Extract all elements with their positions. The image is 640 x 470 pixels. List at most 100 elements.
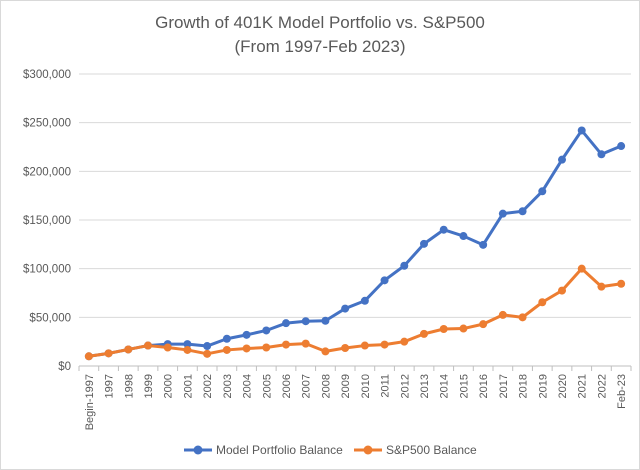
data-point-sp500 bbox=[282, 340, 290, 349]
x-tick-label: 2013 bbox=[419, 374, 431, 398]
data-point-model-portfolio bbox=[183, 340, 192, 349]
y-tick-label: $150,000 bbox=[23, 215, 71, 227]
data-point-model-portfolio bbox=[577, 126, 586, 135]
data-point-model-portfolio bbox=[597, 150, 606, 159]
data-point-model-portfolio bbox=[498, 209, 507, 218]
x-tick-label: 2008 bbox=[320, 374, 332, 398]
data-point-sp500 bbox=[183, 345, 192, 354]
data-point-model-portfolio bbox=[360, 296, 369, 305]
data-point-model-portfolio bbox=[518, 207, 527, 216]
data-point-sp500 bbox=[163, 343, 172, 352]
data-point-model-portfolio bbox=[262, 326, 271, 335]
x-tick-label: 2011 bbox=[380, 374, 392, 398]
x-tick-label: 2006 bbox=[281, 374, 293, 398]
data-point-sp500 bbox=[360, 341, 369, 350]
legend-label-model-portfolio: Model Portfolio Balance bbox=[216, 443, 343, 457]
x-tick-label: 2000 bbox=[163, 374, 175, 398]
legend-marker-model-portfolio bbox=[193, 445, 203, 455]
legend: Model Portfolio Balance S&P500 Balance bbox=[184, 443, 477, 457]
x-tick-label: 2021 bbox=[577, 374, 589, 398]
data-point-sp500 bbox=[459, 324, 468, 333]
data-point-sp500 bbox=[400, 337, 409, 346]
data-point-sp500 bbox=[617, 279, 626, 288]
x-tick-label: 1998 bbox=[123, 374, 135, 398]
data-point-model-portfolio bbox=[538, 187, 547, 196]
data-point-model-portfolio bbox=[203, 342, 212, 351]
data-point-sp500 bbox=[242, 344, 251, 353]
x-tick-label: 2018 bbox=[518, 374, 530, 398]
y-tick-label: $50,000 bbox=[29, 312, 71, 324]
data-point-sp500 bbox=[203, 349, 212, 358]
data-point-model-portfolio bbox=[242, 330, 251, 339]
data-point-sp500 bbox=[498, 310, 507, 319]
data-point-sp500 bbox=[124, 345, 133, 354]
x-tick-label: 2016 bbox=[478, 374, 490, 398]
x-tick-label: 2007 bbox=[301, 374, 313, 398]
series-line-model-portfolio bbox=[87, 128, 623, 358]
data-point-sp500 bbox=[104, 349, 113, 358]
x-tick-label: 1999 bbox=[143, 374, 155, 398]
x-tick-label: 2002 bbox=[202, 374, 214, 398]
legend-label-sp500: S&P500 Balance bbox=[386, 443, 477, 457]
data-point-model-portfolio bbox=[282, 319, 290, 328]
legend-marker-sp500 bbox=[363, 445, 373, 455]
chart-title-line-1: Growth of 401K Model Portfolio vs. S&P50… bbox=[155, 13, 485, 32]
data-point-model-portfolio bbox=[617, 142, 626, 151]
x-tick-label: 2001 bbox=[182, 374, 194, 398]
y-tick-label: $0 bbox=[58, 361, 71, 373]
y-axis-tick-labels: $0 $50,000 $100,000 $150,000 $200,000 $250,00… bbox=[23, 69, 71, 373]
x-tick-label: 2017 bbox=[498, 374, 510, 398]
data-point-sp500 bbox=[341, 343, 350, 352]
data-point-model-portfolio bbox=[341, 304, 350, 313]
y-tick-label: $250,000 bbox=[23, 118, 71, 130]
data-point-sp500 bbox=[420, 329, 428, 338]
gridlines bbox=[78, 73, 632, 371]
x-tick-label: 2004 bbox=[242, 374, 254, 398]
data-point-sp500 bbox=[538, 298, 547, 307]
series-line-sp500 bbox=[87, 267, 623, 358]
data-point-sp500 bbox=[577, 264, 586, 273]
data-point-sp500 bbox=[321, 347, 330, 356]
data-point-model-portfolio bbox=[439, 225, 448, 234]
series-lines bbox=[84, 126, 626, 361]
data-point-model-portfolio bbox=[479, 240, 488, 249]
data-point-model-portfolio bbox=[380, 276, 389, 285]
data-point-model-portfolio bbox=[459, 232, 468, 241]
x-axis-tick-labels: Begin-1997 1997 1998 1999 2000 2001 2002 2003 20… bbox=[84, 374, 628, 430]
data-point-sp500 bbox=[439, 325, 448, 334]
x-tick-label: 2009 bbox=[340, 374, 352, 398]
data-point-sp500 bbox=[518, 313, 527, 322]
data-point-model-portfolio bbox=[420, 239, 428, 248]
data-point-sp500 bbox=[301, 339, 310, 348]
x-tick-label: 2014 bbox=[439, 374, 451, 398]
y-tick-label: $100,000 bbox=[23, 264, 71, 276]
data-point-sp500 bbox=[222, 345, 231, 354]
data-point-sp500 bbox=[558, 286, 566, 295]
data-point-sp500 bbox=[380, 340, 389, 349]
data-point-model-portfolio bbox=[222, 334, 231, 343]
x-tick-label: 2020 bbox=[557, 374, 569, 398]
x-tick-label: 2012 bbox=[399, 374, 411, 398]
data-point-sp500 bbox=[144, 341, 152, 350]
data-point-model-portfolio bbox=[301, 317, 310, 326]
x-tick-label: Begin-1997 bbox=[84, 374, 96, 430]
x-tick-label: 2015 bbox=[458, 374, 470, 398]
x-tick-label: 1997 bbox=[104, 374, 116, 398]
data-point-model-portfolio bbox=[400, 261, 409, 270]
x-tick-label: 2005 bbox=[261, 374, 273, 398]
data-point-sp500 bbox=[479, 320, 488, 329]
x-tick-label: 2010 bbox=[360, 374, 372, 398]
data-point-sp500 bbox=[262, 343, 271, 352]
y-tick-label: $200,000 bbox=[23, 166, 71, 178]
x-tick-label: 2019 bbox=[537, 374, 549, 398]
data-point-sp500 bbox=[84, 352, 93, 361]
data-point-model-portfolio bbox=[321, 316, 330, 325]
x-tick-label: Feb-23 bbox=[616, 374, 628, 409]
y-tick-label: $300,000 bbox=[23, 69, 71, 81]
x-tick-label: 2022 bbox=[596, 374, 608, 398]
data-point-sp500 bbox=[597, 282, 606, 291]
chart-title-line-2: (From 1997-Feb 2023) bbox=[234, 37, 405, 56]
data-point-model-portfolio bbox=[558, 155, 566, 164]
